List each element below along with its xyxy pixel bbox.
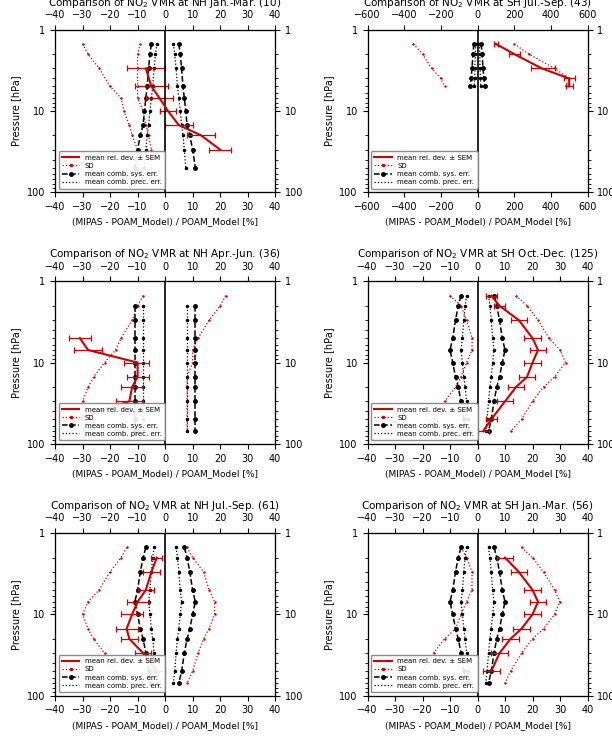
Y-axis label: Pressure [hPa]: Pressure [hPa] [12,75,21,146]
X-axis label: (MIPAS - POAM_Model) / POAM_Model [%]: (MIPAS - POAM_Model) / POAM_Model [%] [72,218,258,226]
Legend: mean rel. dev. ± SEM, SD, mean comb. sys. err., mean comb. prec. err.: mean rel. dev. ± SEM, SD, mean comb. sys… [59,152,165,189]
X-axis label: (MIPAS - POAM_Model) / POAM_Model [%]: (MIPAS - POAM_Model) / POAM_Model [%] [384,218,570,226]
X-axis label: (MIPAS - POAM_Model) / POAM_Model [%]: (MIPAS - POAM_Model) / POAM_Model [%] [72,721,258,730]
X-axis label: (MIPAS - POAM_Model) / POAM_Model [%]: (MIPAS - POAM_Model) / POAM_Model [%] [384,469,570,478]
Title: Comparison of NO$_2$ VMR at NH Apr.-Jun. (36): Comparison of NO$_2$ VMR at NH Apr.-Jun.… [49,247,281,261]
Y-axis label: Pressure [hPa]: Pressure [hPa] [12,327,21,398]
Legend: mean rel. dev. ± SEM, SD, mean comb. sys. err., mean comb. prec. err.: mean rel. dev. ± SEM, SD, mean comb. sys… [371,403,478,440]
Title: Comparison of NO$_2$ VMR at SH Jan.-Mar. (56): Comparison of NO$_2$ VMR at SH Jan.-Mar.… [361,500,594,514]
Y-axis label: Pressure [hPa]: Pressure [hPa] [324,579,334,650]
Legend: mean rel. dev. ± SEM, SD, mean comb. sys. err., mean comb. prec. err.: mean rel. dev. ± SEM, SD, mean comb. sys… [59,655,165,692]
Title: Comparison of NO$_2$ VMR at NH Jul.-Sep. (61): Comparison of NO$_2$ VMR at NH Jul.-Sep.… [50,500,280,514]
Y-axis label: Pressure [hPa]: Pressure [hPa] [324,327,334,398]
X-axis label: (MIPAS - POAM_Model) / POAM_Model [%]: (MIPAS - POAM_Model) / POAM_Model [%] [72,469,258,478]
Y-axis label: Pressure [hPa]: Pressure [hPa] [324,75,334,146]
Title: Comparison of NO$_2$ VMR at SH Oct.-Dec. (125): Comparison of NO$_2$ VMR at SH Oct.-Dec.… [357,247,599,261]
Legend: mean rel. dev. ± SEM, SD, mean comb. sys. err., mean comb. prec. err.: mean rel. dev. ± SEM, SD, mean comb. sys… [371,152,478,189]
X-axis label: (MIPAS - POAM_Model) / POAM_Model [%]: (MIPAS - POAM_Model) / POAM_Model [%] [384,721,570,730]
Title: Comparison of NO$_2$ VMR at NH Jan.-Mar. (10): Comparison of NO$_2$ VMR at NH Jan.-Mar.… [48,0,282,10]
Legend: mean rel. dev. ± SEM, SD, mean comb. sys. err., mean comb. prec. err.: mean rel. dev. ± SEM, SD, mean comb. sys… [59,403,165,440]
Legend: mean rel. dev. ± SEM, SD, mean comb. sys. err., mean comb. prec. err.: mean rel. dev. ± SEM, SD, mean comb. sys… [371,655,478,692]
Y-axis label: Pressure [hPa]: Pressure [hPa] [12,579,21,650]
Title: Comparison of NO$_2$ VMR at SH Jul.-Sep. (43): Comparison of NO$_2$ VMR at SH Jul.-Sep.… [363,0,592,10]
